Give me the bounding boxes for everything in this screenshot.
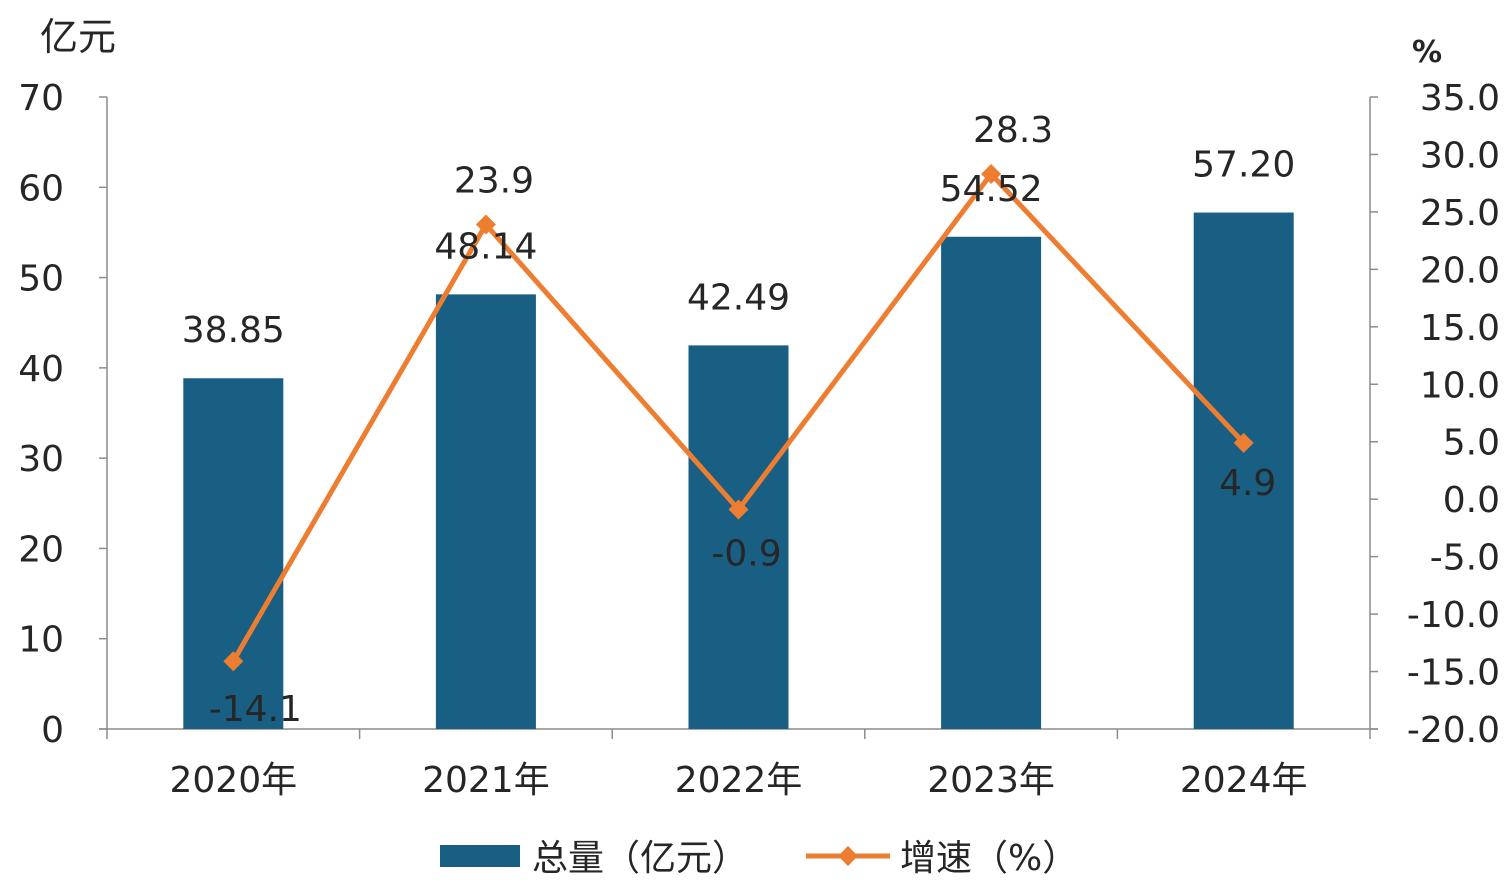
left-tick-label: 50	[18, 259, 64, 300]
x-tick-label: 2024年	[1180, 760, 1308, 801]
left-tick-label: 60	[18, 168, 64, 209]
right-tick-label: 30.0	[1420, 135, 1500, 176]
bar	[435, 294, 536, 729]
line-point	[475, 214, 496, 235]
bar-series	[183, 212, 1294, 730]
left-tick-label: 20	[18, 529, 64, 570]
line-point	[223, 651, 244, 672]
right-axis-unit: %	[1412, 35, 1442, 70]
left-tick-label: 0	[41, 710, 64, 751]
x-tick-label: 2022年	[675, 760, 803, 801]
right-tick-label: -5.0	[1430, 538, 1500, 579]
line-point	[981, 163, 1002, 184]
line-value-label: 4.9	[1219, 463, 1276, 504]
left-tick-label: 40	[18, 349, 64, 390]
legend: 总量（亿元） 增速（%）	[440, 838, 1078, 879]
x-axis: 2020年 2021年 2022年 2023年 2024年	[99, 728, 1378, 801]
right-tick-label: 10.0	[1420, 365, 1500, 406]
x-tick-label: 2020年	[169, 760, 297, 801]
x-tick-label: 2023年	[927, 760, 1055, 801]
bar-value-label: 42.49	[687, 277, 790, 318]
line-point	[1233, 432, 1254, 453]
legend-bar-label: 总量（亿元）	[532, 838, 748, 879]
right-tick-label: 0.0	[1443, 480, 1500, 521]
line-value-label: 23.9	[454, 161, 534, 202]
right-tick-label: -10.0	[1407, 595, 1500, 636]
right-tick-label: 25.0	[1420, 193, 1500, 234]
left-tick-label: 30	[18, 439, 64, 480]
bar-value-label: 57.20	[1192, 145, 1295, 186]
line-series	[223, 163, 1254, 672]
right-tick-label: 15.0	[1420, 308, 1500, 349]
legend-line-marker	[838, 846, 858, 866]
right-tick-label: 35.0	[1420, 78, 1500, 119]
right-tick-label: -15.0	[1407, 653, 1500, 694]
bar	[1193, 212, 1294, 729]
line-point	[728, 499, 749, 520]
bar	[688, 345, 789, 729]
right-tick-label: -20.0	[1407, 710, 1500, 751]
left-axis-unit: 亿元	[40, 15, 116, 59]
data-labels: 38.85 48.14 42.49 54.52 57.20 -14.1 23.9 -0.9 28…	[182, 110, 1295, 730]
line-value-label: -14.1	[209, 689, 302, 730]
bar	[941, 236, 1042, 730]
bar-value-label: 48.14	[434, 226, 537, 267]
right-tick-label: 20.0	[1420, 250, 1500, 291]
left-y-axis: 0 10 20 30 40 50 60 70 亿元	[18, 15, 116, 751]
right-y-axis: -20.0 -15.0 -10.0 -5.0 0.0 5.0 10.0 15.0 20.0 25.…	[1369, 35, 1500, 751]
x-tick-label: 2021年	[422, 760, 550, 801]
left-tick-label: 10	[18, 620, 64, 661]
legend-bar-swatch	[440, 845, 520, 867]
left-tick-label: 70	[18, 78, 64, 119]
bar-value-label: 54.52	[940, 169, 1043, 210]
bar	[183, 378, 284, 729]
legend-line-label: 增速（%）	[900, 838, 1078, 879]
right-tick-label: 5.0	[1443, 423, 1500, 464]
line-value-label: 28.3	[973, 110, 1053, 151]
bar-value-label: 38.85	[182, 310, 285, 351]
line-value-label: -0.9	[711, 534, 781, 575]
